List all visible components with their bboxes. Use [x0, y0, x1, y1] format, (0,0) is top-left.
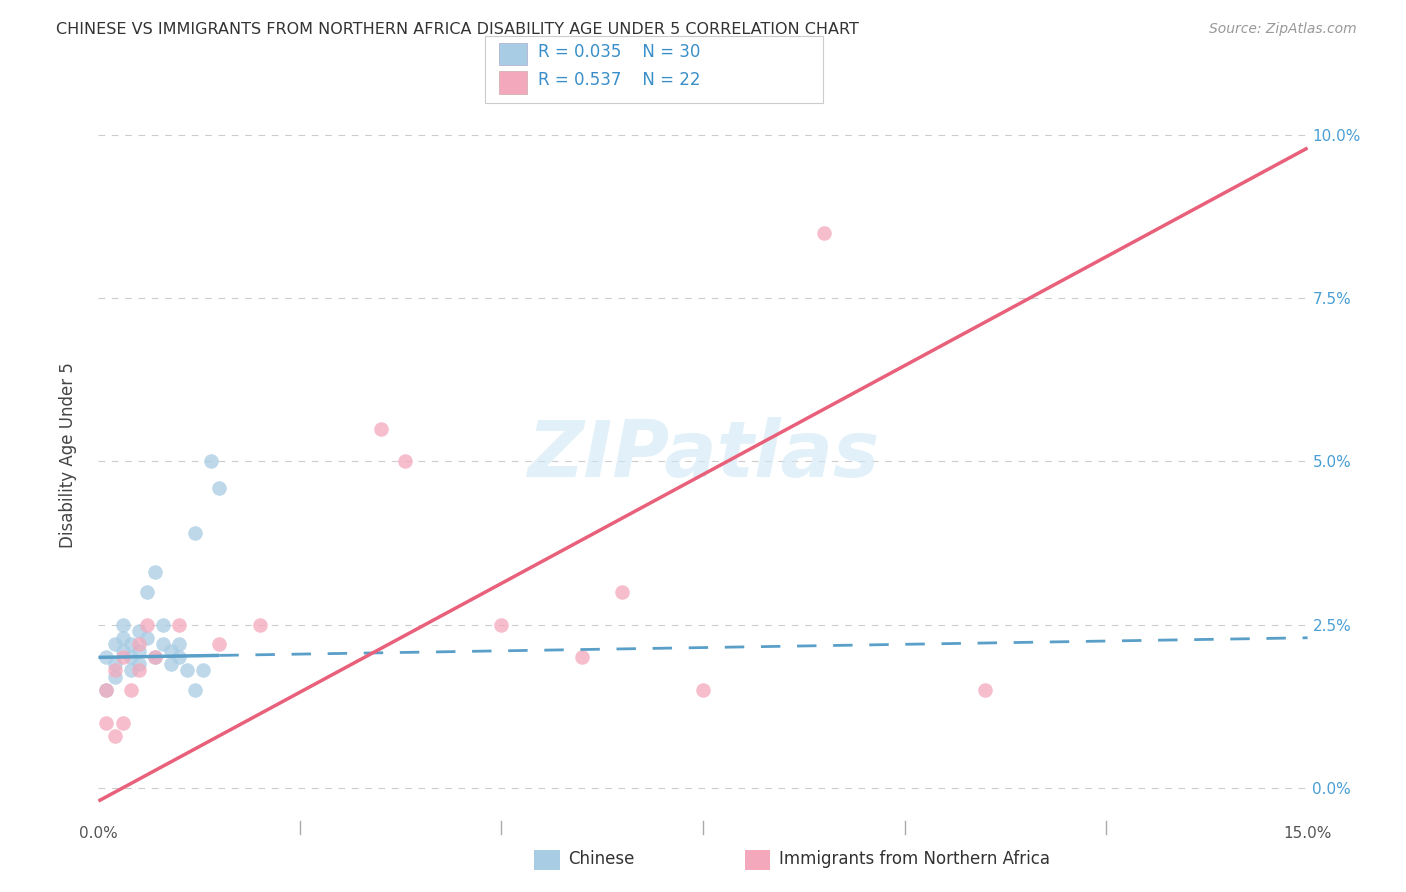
- Point: [571, 650, 593, 665]
- Point: [96, 683, 118, 698]
- Point: [103, 729, 125, 743]
- Point: [167, 650, 190, 665]
- Point: [370, 422, 392, 436]
- Point: [152, 637, 174, 651]
- Point: [120, 637, 142, 651]
- Point: [612, 585, 634, 599]
- Point: [128, 657, 150, 671]
- Point: [135, 631, 157, 645]
- Point: [491, 617, 513, 632]
- Text: Immigrants from Northern Africa: Immigrants from Northern Africa: [779, 850, 1050, 868]
- Point: [120, 650, 142, 665]
- Text: Source: ZipAtlas.com: Source: ZipAtlas.com: [1209, 22, 1357, 37]
- Point: [120, 664, 142, 678]
- Point: [103, 637, 125, 651]
- Point: [128, 637, 150, 651]
- Point: [96, 715, 118, 730]
- Text: R = 0.537    N = 22: R = 0.537 N = 22: [538, 71, 702, 89]
- Text: R = 0.035    N = 30: R = 0.035 N = 30: [538, 43, 700, 61]
- Point: [135, 585, 157, 599]
- Point: [111, 644, 134, 658]
- Point: [184, 526, 207, 541]
- Point: [111, 650, 134, 665]
- Point: [200, 454, 222, 468]
- Point: [128, 624, 150, 639]
- Point: [249, 617, 271, 632]
- Point: [167, 637, 190, 651]
- Point: [167, 617, 190, 632]
- Text: ZIPatlas: ZIPatlas: [527, 417, 879, 493]
- Point: [152, 617, 174, 632]
- Point: [96, 650, 118, 665]
- Point: [176, 664, 198, 678]
- Point: [111, 617, 134, 632]
- Point: [160, 644, 183, 658]
- Point: [143, 650, 166, 665]
- Point: [160, 657, 183, 671]
- Point: [111, 715, 134, 730]
- Point: [111, 631, 134, 645]
- Point: [96, 683, 118, 698]
- Point: [193, 664, 215, 678]
- Point: [692, 683, 714, 698]
- Text: CHINESE VS IMMIGRANTS FROM NORTHERN AFRICA DISABILITY AGE UNDER 5 CORRELATION CH: CHINESE VS IMMIGRANTS FROM NORTHERN AFRI…: [56, 22, 859, 37]
- Point: [208, 481, 231, 495]
- Point: [103, 670, 125, 684]
- Point: [128, 644, 150, 658]
- Point: [208, 637, 231, 651]
- Point: [128, 664, 150, 678]
- Y-axis label: Disability Age Under 5: Disability Age Under 5: [59, 362, 77, 548]
- Point: [120, 683, 142, 698]
- Text: Chinese: Chinese: [568, 850, 634, 868]
- Point: [184, 683, 207, 698]
- Point: [103, 657, 125, 671]
- Point: [974, 683, 997, 698]
- Point: [813, 226, 835, 240]
- Point: [143, 566, 166, 580]
- Point: [135, 617, 157, 632]
- Point: [394, 454, 416, 468]
- Point: [143, 650, 166, 665]
- Point: [103, 664, 125, 678]
